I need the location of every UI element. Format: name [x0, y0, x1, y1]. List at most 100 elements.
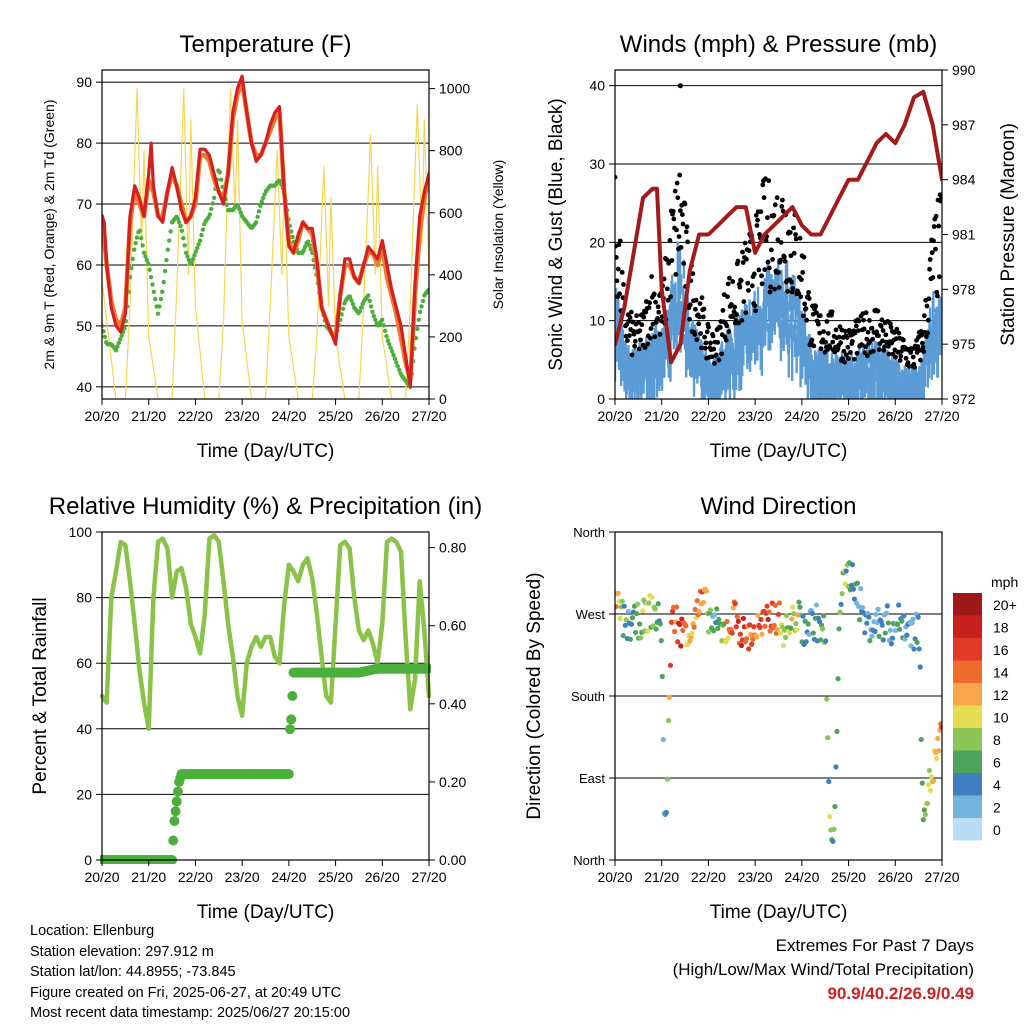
- gust-point: [936, 223, 942, 229]
- gust-point: [788, 253, 794, 259]
- dewpoint-point: [301, 248, 307, 253]
- direction-point: [655, 601, 661, 607]
- direction-point: [649, 594, 655, 600]
- precip-point: [287, 691, 298, 701]
- dewpoint-point: [102, 334, 108, 340]
- gust-point: [876, 347, 882, 353]
- gust-point: [698, 345, 704, 351]
- gust-point: [778, 240, 784, 245]
- gust-point: [859, 342, 864, 347]
- direction-point: [902, 636, 908, 642]
- gust-point: [804, 317, 810, 323]
- gust-point: [655, 304, 661, 310]
- gust-point: [766, 178, 772, 184]
- gust-point: [628, 309, 634, 315]
- gust-point: [702, 334, 707, 340]
- direction-point: [895, 621, 901, 628]
- gust-point: [682, 201, 688, 207]
- temp-2m-line: [102, 74, 429, 389]
- gust-point: [763, 238, 769, 244]
- gust-point: [918, 329, 924, 334]
- direction-point: [771, 622, 777, 629]
- direction-point: [926, 767, 933, 774]
- gust-point: [919, 332, 925, 338]
- gust-point: [844, 335, 850, 340]
- gust-point: [656, 309, 662, 315]
- gust-point: [823, 339, 828, 345]
- dewpoint-point: [371, 313, 377, 319]
- direction-point: [928, 774, 935, 780]
- station-elevation: Station elevation: 297.912 m: [30, 943, 214, 960]
- dewpoint-point: [210, 201, 215, 206]
- gust-point: [836, 334, 842, 340]
- gust-point: [758, 209, 764, 215]
- direction-point: [646, 600, 652, 606]
- gust-point: [875, 308, 881, 314]
- gust-point: [937, 192, 942, 198]
- direction-point: [617, 615, 623, 622]
- dewpoint-point: [415, 326, 420, 332]
- dewpoint-point: [178, 223, 183, 229]
- dewpoint-point: [389, 349, 395, 354]
- gust-point: [669, 258, 675, 263]
- y-tick-label: 90: [76, 74, 92, 90]
- direction-point: [819, 626, 826, 632]
- gust-point: [617, 291, 622, 297]
- direction-point: [725, 635, 731, 641]
- precip-point: [169, 815, 180, 826]
- gust-point: [744, 256, 749, 262]
- direction-point: [834, 728, 840, 734]
- direction-point: [689, 630, 695, 637]
- gust-point: [751, 271, 757, 277]
- direction-point: [675, 639, 681, 645]
- direction-point: [788, 625, 794, 631]
- gust-point: [933, 246, 938, 252]
- gust-point: [657, 332, 663, 337]
- direction-point: [787, 630, 793, 636]
- dewpoint-point: [339, 312, 344, 317]
- gust-point: [929, 250, 935, 256]
- gust-point: [678, 245, 684, 250]
- x-axis-label: Time (Day/UTC): [197, 902, 335, 923]
- direction-point: [729, 630, 735, 636]
- x-tick-label: 23/20: [225, 408, 260, 424]
- dewpoint-point: [155, 311, 161, 316]
- gust-point: [790, 286, 796, 291]
- dewpoint-point: [189, 260, 194, 265]
- gust-point: [930, 275, 936, 280]
- gust-point: [921, 349, 927, 355]
- direction-point: [797, 604, 803, 610]
- dewpoint-point: [161, 279, 166, 285]
- dewpoint-point: [394, 360, 399, 365]
- direction-point: [619, 598, 625, 604]
- x-tick-label: 23/20: [738, 408, 773, 424]
- dewpoint-point: [151, 289, 157, 294]
- dewpoint-point: [258, 203, 263, 209]
- dewpoint-point: [179, 228, 185, 234]
- direction-point: [672, 628, 678, 635]
- direction-point: [809, 610, 815, 616]
- direction-point: [629, 615, 636, 621]
- gust-point: [638, 337, 643, 343]
- gust-point: [753, 308, 759, 314]
- gust-point: [743, 310, 749, 316]
- gust-point: [797, 235, 803, 241]
- direction-point: [638, 635, 644, 641]
- y2-axis-label: Station Pressure (Maroon): [998, 123, 1019, 346]
- dewpoint-point: [307, 243, 312, 248]
- direction-point: [664, 776, 671, 782]
- gust-point: [724, 323, 730, 329]
- gust-point: [851, 356, 857, 362]
- gust-point: [754, 223, 760, 228]
- gust-point: [677, 172, 683, 178]
- gust-point: [883, 332, 889, 338]
- dewpoint-point: [347, 294, 353, 299]
- gust-point: [710, 333, 716, 339]
- gust-point: [863, 344, 868, 350]
- gust-point: [708, 340, 713, 346]
- direction-point: [660, 737, 666, 743]
- direction-point: [751, 624, 757, 630]
- dewpoint-point: [183, 250, 189, 255]
- gust-point: [774, 195, 780, 201]
